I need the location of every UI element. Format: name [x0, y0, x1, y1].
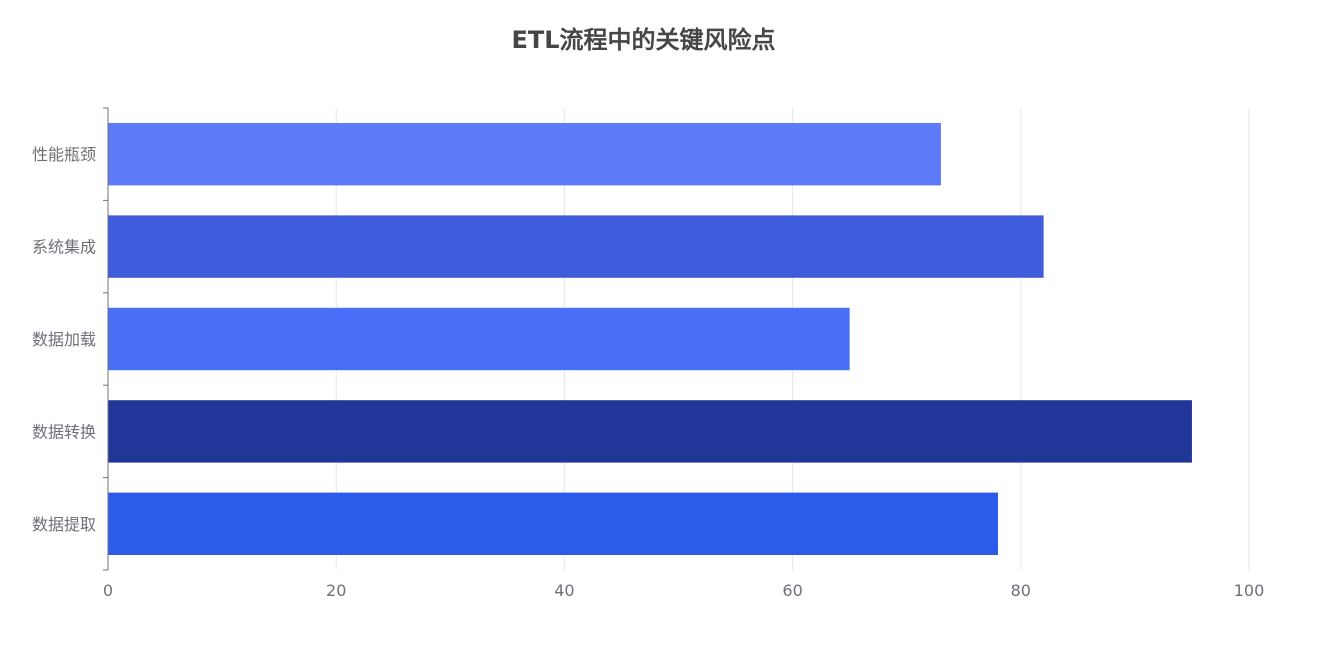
axes	[103, 107, 109, 571]
bars	[108, 123, 1192, 555]
tick-labels: 0 20 40 60 80 100 数据提取 数据转换 数据加载 系统集成 性能瓶颈	[32, 145, 1264, 600]
x-tick-label: 0	[103, 581, 113, 600]
bar	[108, 400, 1192, 463]
bar	[108, 492, 998, 555]
x-tick-label: 60	[782, 581, 802, 600]
x-tick-label: 100	[1234, 581, 1265, 600]
y-tick-label: 数据提取	[32, 515, 96, 534]
bar	[108, 215, 1044, 278]
y-tick-label: 数据加载	[32, 330, 96, 349]
y-tick-label: 系统集成	[32, 238, 96, 257]
x-tick-label: 80	[1011, 581, 1031, 600]
x-tick-label: 20	[326, 581, 346, 600]
y-tick-label: 数据转换	[32, 422, 96, 441]
chart-title: ETL流程中的关键风险点	[511, 26, 776, 54]
bar	[108, 123, 941, 186]
x-tick-label: 40	[554, 581, 574, 600]
y-tick-label: 性能瓶颈	[32, 145, 96, 164]
bar	[108, 307, 850, 371]
